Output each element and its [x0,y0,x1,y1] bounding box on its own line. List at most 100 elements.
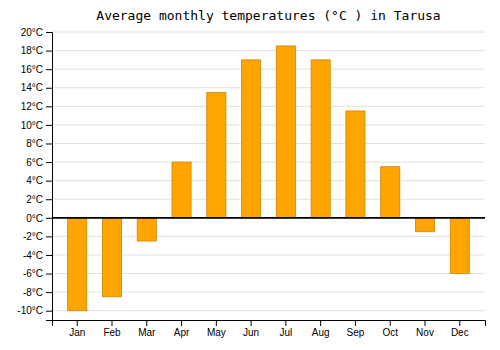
y-tick-mark [46,199,52,200]
y-tick: 12°C [21,101,52,112]
y-tick-label: 8°C [26,138,43,149]
y-tick-mark [46,292,52,293]
y-tick-label: -4°C [23,250,43,261]
zero-line [52,217,485,219]
x-tick-mark [146,320,147,326]
x-tick-mark [181,320,182,326]
x-tick-mark [355,320,356,326]
y-tick: 14°C [21,82,52,93]
chart: -10°C -8°C -6°C -4°C -2°C 0°C 2°C 4°C 6°C 8°C 10°C… [0,0,500,350]
x-axis: Jan Feb Mar Apr May Jun Jul Aug Sep Oct Nov Dec [53,320,486,338]
y-tick-mark [46,125,52,126]
y-tick-label: 16°C [21,64,43,75]
y-tick: 0°C [26,213,52,224]
x-tick-mark [77,320,78,326]
y-tick-mark [46,274,52,275]
y-tick-mark [46,181,52,182]
y-tick: -10°C [17,305,52,316]
x-tick-label: Jun [243,327,259,338]
x-tick: Oct [382,320,398,338]
x-tick-label: Nov [416,327,434,338]
bar [311,60,330,218]
x-tick-mark [459,320,460,326]
x-tick-mark [425,320,426,326]
x-tick-mark [111,320,112,326]
y-tick-mark [46,106,52,107]
y-tick: -6°C [23,268,52,279]
y-tick-mark [46,255,52,256]
y-tick: 16°C [21,64,52,75]
bars [52,46,485,311]
x-tick-label: Jan [69,327,85,338]
y-tick-label: 10°C [21,120,43,131]
x-tick: Jun [243,320,259,338]
x-tick: May [207,320,226,338]
x-tick-label: Aug [312,327,330,338]
bar [137,218,156,241]
x-tick: Mar [138,320,156,338]
y-tick-mark [46,236,52,237]
y-tick: -8°C [23,287,52,298]
grid-line [52,50,485,51]
x-tick-label: Oct [382,327,398,338]
y-tick-label: 20°C [21,27,43,38]
y-tick: 20°C [21,27,52,38]
grid-line [52,310,485,311]
bar [381,167,400,218]
y-tick-label: 0°C [26,213,43,224]
title: Average monthly temperatures (°C ) in Ta… [96,8,440,23]
x-tick: Aug [312,320,330,338]
grid-line [52,106,485,107]
grid-line [52,217,485,218]
x-tick-mark [251,320,252,326]
x-tick: Jul [279,320,292,338]
y-tick-mark [46,88,52,89]
x-tick: Nov [416,320,434,338]
y-tick-mark [46,32,52,33]
y-tick-mark [46,162,52,163]
bar [276,46,295,218]
x-tick: Jan [69,320,85,338]
x-axis-line [53,321,486,327]
grid-line [52,199,485,200]
y-tick: 2°C [26,194,52,205]
x-tick-label: Apr [174,327,190,338]
y-tick-label: 6°C [26,157,43,168]
x-tick-label: Sep [347,327,365,338]
x-tick-mark [390,320,391,326]
y-tick-label: -2°C [23,231,43,242]
bar [242,60,261,218]
y-tick: -2°C [23,231,52,242]
bar [450,218,469,274]
grid-line [52,180,485,181]
x-tick: Feb [103,320,121,338]
grid-line [52,162,485,163]
x-tick-label: Feb [103,327,121,338]
x-tick: Apr [174,320,190,338]
y-tick: 4°C [26,175,52,186]
x-tick-mark [216,320,217,326]
grid-line [52,124,485,125]
y-tick-label: -8°C [23,287,43,298]
grid-line [52,143,485,144]
bar [207,92,226,217]
bar [172,162,191,218]
x-tick: Dec [451,320,469,338]
x-tick-mark [320,320,321,326]
y-tick-mark [46,218,52,219]
y-tick-mark [46,143,52,144]
bar [346,111,365,218]
bar [68,218,87,311]
y-tick-label: 12°C [21,101,43,112]
bar [415,218,434,232]
grid [52,32,485,311]
y-tick: -4°C [23,250,52,261]
y-tick-mark [46,51,52,52]
bar [102,218,121,297]
y-tick: 18°C [21,45,52,56]
y-tick: 10°C [21,120,52,131]
y-tick-label: 14°C [21,82,43,93]
y-axis-line [46,33,53,321]
grid-line [52,32,485,33]
y-tick-mark [46,69,52,70]
